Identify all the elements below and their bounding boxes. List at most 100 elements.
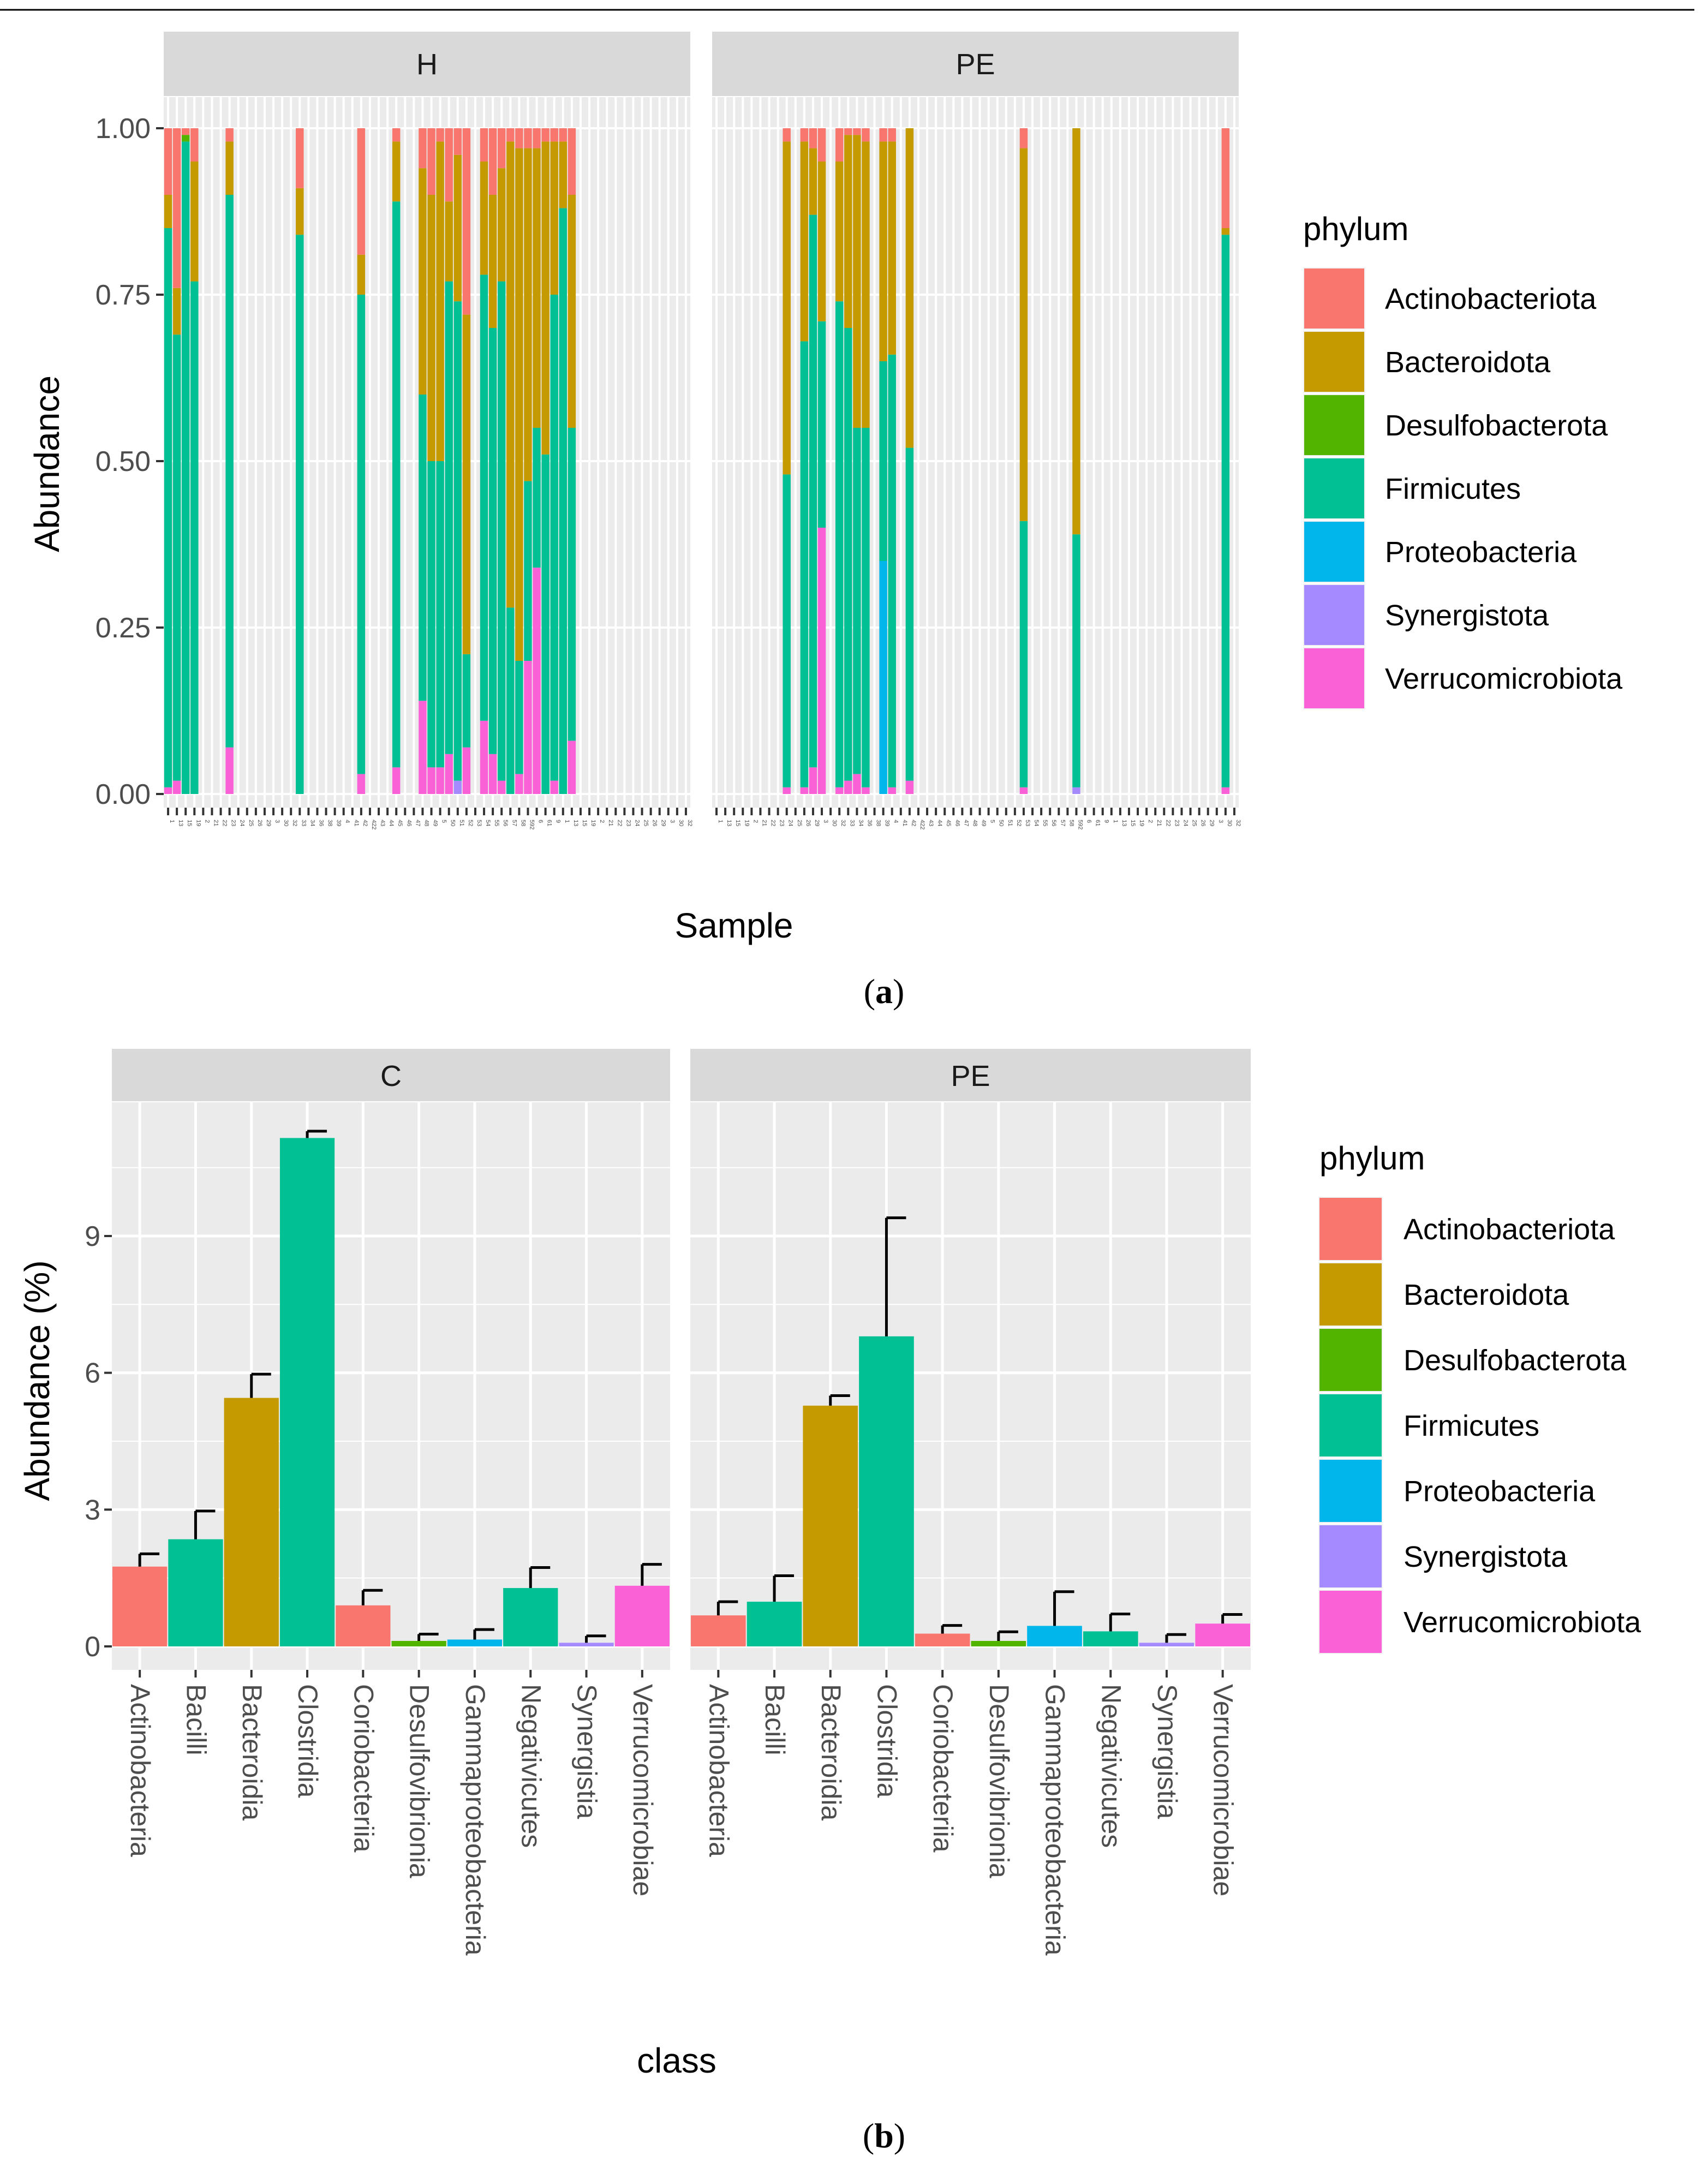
x-tick-label-a: 21 [1156, 820, 1162, 826]
x-tick-label-a: 32 [1235, 820, 1241, 826]
stacked-bar-segment [515, 128, 523, 148]
x-tick-label-a: 22 [770, 820, 777, 826]
stacked-bar-segment [480, 128, 488, 162]
chart-a-legend-title: phylum [1303, 211, 1408, 247]
stacked-bar-segment [835, 301, 844, 787]
y-tick-label-a: 0.25 [95, 612, 151, 644]
stacked-bar-segment [488, 328, 497, 754]
x-tick-label-a: 26 [256, 820, 263, 826]
stacked-bar-segment [1221, 235, 1230, 787]
stacked-bar-segment [190, 162, 199, 282]
x-tick-label-a: 32 [686, 820, 693, 826]
x-tick-label-a: 19 [743, 820, 750, 826]
facet-strip-b-PE [690, 1049, 1251, 1101]
stacked-bar-segment [809, 214, 817, 768]
stacked-bar-segment [817, 321, 826, 528]
stacked-bar-segment [357, 295, 366, 774]
stacked-bar-segment [462, 654, 471, 748]
stacked-bar-segment [1019, 148, 1028, 521]
legend-swatch [1304, 458, 1364, 518]
x-tick-label-a: 48 [971, 820, 978, 826]
x-tick-label-a: 592 [528, 820, 535, 829]
x-tick-label-a: 30 [283, 820, 289, 826]
bar-clostridia [279, 1138, 335, 1646]
stacked-bar-segment [225, 747, 234, 794]
x-tick-label-a: 34 [309, 820, 315, 826]
facet-label-b-C: C [380, 1060, 402, 1093]
chart-b-ylabel: Abundance (%) [17, 1260, 57, 1501]
x-tick-label-a: 3 [1217, 820, 1224, 823]
x-tick-label-a: 2 [752, 820, 759, 823]
stacked-bar-segment [181, 135, 190, 142]
stacked-bar-segment [436, 461, 444, 768]
chart-a: H PE 1 13 15 19 2 21 22 23 24 25 26 29 3 30 32 33 34 36 38 3… [27, 32, 1623, 945]
stacked-bar-segment [164, 195, 172, 228]
x-tick-label-a: 45 [397, 820, 403, 826]
x-tick-label-a: 43 [928, 820, 934, 826]
x-tick-label-a: 36 [866, 820, 873, 826]
x-tick-label-a: 55 [1042, 820, 1048, 826]
stacked-bar-segment [164, 228, 172, 787]
bar-bacteroidia [224, 1398, 279, 1646]
x-tick-label-a: 51 [458, 820, 465, 826]
x-tick-label-a: 3 [274, 820, 280, 823]
bar-coriobacteriia [336, 1605, 391, 1646]
x-tick-label-a: 422 [371, 820, 377, 829]
x-tick-label-a: 22 [1164, 820, 1171, 826]
x-tick-label-a: 61 [1095, 820, 1101, 826]
stacked-bar-segment [862, 141, 870, 428]
x-tick-label-a: 19 [1138, 820, 1145, 826]
x-tick-label-a: 51 [1007, 820, 1013, 826]
x-tick-label-a: 50 [450, 820, 456, 826]
stacked-bar-segment [550, 141, 558, 295]
stacked-bar-segment [181, 141, 190, 794]
y-tick-label-b: 0 [85, 1631, 100, 1663]
stacked-bar-segment [427, 128, 435, 195]
x-tick-label-a: 2 [599, 820, 605, 823]
facet-strip-b-C [112, 1049, 670, 1101]
stacked-bar-segment [506, 128, 515, 142]
stacked-bar-segment [225, 195, 234, 748]
stacked-bar-segment [296, 235, 304, 795]
y-tick-label-b: 9 [85, 1221, 100, 1252]
x-tick-label-a: 42 [362, 820, 368, 826]
y-tick-label-a: 0.75 [95, 279, 151, 311]
stacked-bar-segment [515, 661, 523, 774]
x-tick-label-a: 23 [230, 820, 237, 826]
x-tick-label-a: 3 [822, 820, 829, 823]
legend-swatch [1319, 1591, 1382, 1653]
stacked-bar-segment [296, 188, 304, 235]
x-tick-label-a: 33 [300, 820, 307, 826]
bar-synergistia [559, 1643, 614, 1646]
x-tick-label-a: 592 [1077, 820, 1083, 829]
stacked-bar-segment [515, 774, 523, 794]
bar-desulfovibrionia [391, 1640, 446, 1646]
bar-actinobacteria [691, 1615, 746, 1646]
x-tick-label-a: 25 [1191, 820, 1198, 826]
legend-label: Desulfobacterota [1404, 1344, 1627, 1377]
x-tick-label-verrucomicrobiae: Verrucomicrobiae [628, 1684, 658, 1896]
x-tick-label-a: 47 [414, 820, 421, 826]
x-tick-label-a: 15 [734, 820, 741, 826]
x-tick-label-a: 15 [581, 820, 588, 826]
stacked-bar-segment [453, 154, 462, 302]
stacked-bar-segment [462, 128, 471, 315]
stacked-bar-segment [1221, 228, 1230, 235]
stacked-bar-segment [419, 395, 427, 701]
stacked-bar-segment [515, 148, 523, 661]
x-tick-label-a: 13 [177, 820, 184, 826]
stacked-bar-segment [905, 447, 914, 781]
x-tick-label-a: 44 [936, 820, 943, 826]
stacked-bar-segment [392, 767, 401, 794]
stacked-bar-segment [1019, 787, 1028, 794]
x-tick-label-a: 58 [519, 820, 526, 826]
x-tick-label-a: 53 [476, 820, 482, 826]
bar-bacilli [168, 1539, 223, 1646]
stacked-bar-segment [783, 787, 791, 794]
x-tick-label-clostridia: Clostridia [292, 1684, 323, 1798]
x-tick-label-a: 39 [336, 820, 342, 826]
x-tick-label-a: 24 [634, 820, 640, 826]
stacked-bar-segment [436, 767, 444, 794]
x-tick-label-a: 26 [1200, 820, 1207, 826]
bar-bacilli [746, 1602, 802, 1646]
